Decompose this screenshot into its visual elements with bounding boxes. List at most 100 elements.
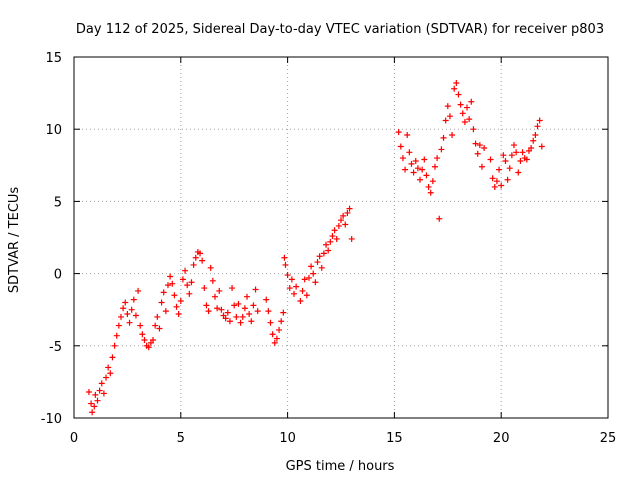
data-point — [489, 175, 496, 182]
data-point — [265, 308, 272, 315]
data-point — [179, 276, 186, 283]
data-point — [94, 397, 101, 404]
data-point — [120, 305, 127, 312]
data-point — [453, 79, 460, 86]
data-point — [333, 235, 340, 242]
data-point — [280, 309, 287, 316]
data-point — [536, 117, 543, 124]
data-point — [312, 279, 319, 286]
data-point — [451, 85, 458, 92]
data-point — [481, 144, 488, 151]
data-point — [113, 332, 120, 339]
data-point — [419, 166, 426, 173]
data-point — [470, 126, 477, 133]
data-point — [284, 272, 291, 279]
data-point — [130, 296, 137, 303]
y-tick-label: 15 — [45, 51, 62, 66]
data-point — [171, 292, 178, 299]
data-point — [126, 319, 133, 326]
data-point — [530, 137, 537, 144]
data-point — [466, 116, 473, 123]
data-point — [455, 91, 462, 98]
data-point — [310, 270, 317, 277]
data-point — [506, 165, 513, 172]
data-point — [340, 212, 347, 219]
data-point — [175, 311, 182, 318]
data-point — [122, 299, 129, 306]
data-point — [209, 277, 216, 284]
plot-frame — [73, 56, 609, 419]
data-point — [263, 296, 270, 303]
data-point — [248, 318, 255, 325]
data-point — [205, 308, 212, 315]
data-point — [173, 303, 180, 310]
data-point — [158, 299, 165, 306]
data-point — [534, 123, 541, 130]
data-point — [314, 259, 321, 266]
data-point — [301, 276, 308, 283]
data-point — [115, 322, 122, 329]
data-point — [410, 169, 417, 176]
data-point — [502, 157, 509, 164]
data-point — [177, 298, 184, 305]
data-point — [239, 313, 246, 320]
data-point — [186, 290, 193, 297]
data-point — [107, 370, 114, 377]
data-point — [111, 342, 118, 349]
data-point — [278, 318, 285, 325]
data-point — [237, 319, 244, 326]
data-point — [511, 142, 518, 149]
data-point — [229, 285, 236, 292]
data-point — [218, 306, 225, 313]
data-point — [440, 134, 447, 141]
x-tick-label: 25 — [600, 431, 617, 446]
data-point — [408, 160, 415, 167]
data-point — [446, 113, 453, 120]
data-point — [327, 238, 334, 245]
y-axis-label: SDTVAR / TECUs — [7, 187, 22, 294]
data-point — [508, 152, 515, 159]
data-point — [478, 163, 485, 170]
data-point — [231, 302, 238, 309]
x-tick-label: 5 — [177, 431, 185, 446]
data-point — [85, 389, 92, 396]
data-point — [246, 311, 253, 318]
data-point — [150, 337, 157, 344]
data-point — [528, 144, 535, 151]
data-point — [293, 283, 300, 290]
data-point — [335, 222, 342, 229]
data-point — [434, 155, 441, 162]
data-point — [207, 264, 214, 271]
x-tick-labels: 0 5 10 15 20 25 — [70, 431, 616, 446]
data-point — [288, 276, 295, 283]
data-point — [476, 142, 483, 149]
data-point — [162, 308, 169, 315]
data-point — [504, 176, 511, 183]
y-tick-label: -5 — [49, 340, 62, 355]
data-point — [517, 157, 524, 164]
data-point — [461, 118, 468, 125]
data-point — [318, 264, 325, 271]
data-point — [197, 250, 204, 257]
data-point — [500, 152, 507, 159]
data-points — [85, 79, 545, 416]
data-point — [523, 156, 530, 163]
data-point — [100, 390, 107, 397]
data-point — [532, 131, 539, 138]
data-point — [96, 387, 103, 394]
data-point — [233, 313, 240, 320]
data-point — [235, 300, 242, 307]
y-tick-label: 5 — [54, 195, 62, 210]
data-point — [414, 165, 421, 172]
data-point — [91, 403, 98, 410]
data-point — [303, 292, 310, 299]
data-point — [109, 354, 116, 361]
data-point — [203, 302, 210, 309]
data-point — [152, 322, 159, 329]
data-point — [515, 169, 522, 176]
data-point — [145, 344, 152, 351]
x-tick-label: 20 — [493, 431, 510, 446]
data-point — [444, 103, 451, 110]
data-point — [132, 312, 139, 319]
data-point — [222, 315, 229, 322]
